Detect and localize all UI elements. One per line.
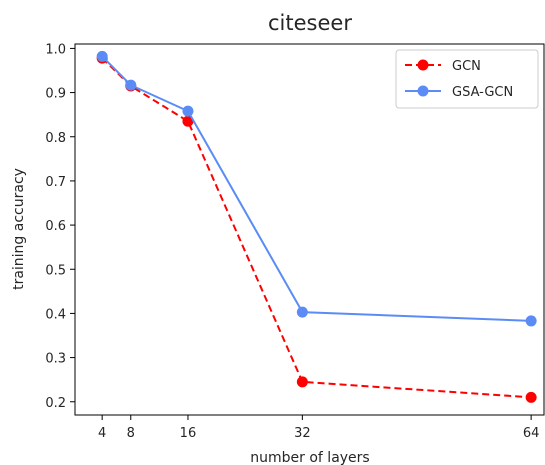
series-point-0 [525, 391, 537, 403]
y-axis-label: training accuracy [11, 168, 27, 290]
plot-area [74, 43, 545, 416]
legend-label-0: GCN [452, 59, 481, 74]
y-tick-label: 1.0 [45, 42, 66, 57]
series-point-1 [125, 79, 137, 91]
y-tick-label: 0.7 [45, 175, 66, 190]
x-tick-label: 4 [98, 426, 106, 441]
series-point-0 [182, 115, 194, 127]
legend-marker-0 [417, 59, 429, 71]
x-tick-label: 64 [523, 426, 540, 441]
y-tick-label: 0.4 [45, 307, 66, 322]
y-tick-label: 0.6 [45, 219, 66, 234]
series-layer [96, 50, 537, 403]
x-tick-label: 32 [294, 426, 311, 441]
series-point-1 [96, 50, 108, 62]
legend: GCN GSA-GCN [395, 49, 539, 109]
series-line-0 [101, 57, 532, 399]
x-axis: 4 8 16 32 64 [98, 415, 539, 441]
x-tick-label: 16 [180, 426, 197, 441]
series-point-1 [296, 306, 308, 318]
series-point-1 [182, 105, 194, 117]
y-axis: 0.2 0.3 0.4 0.5 0.6 0.7 0.8 0.9 1.0 [45, 42, 75, 411]
legend-marker-1 [417, 85, 429, 97]
y-tick-label: 0.5 [45, 263, 66, 278]
y-tick-label: 0.2 [45, 396, 66, 411]
legend-label-1: GSA-GCN [452, 85, 513, 100]
y-tick-label: 0.8 [45, 131, 66, 146]
y-tick-label: 0.3 [45, 352, 66, 367]
x-axis-label: number of layers [250, 450, 369, 465]
series-point-0 [296, 376, 308, 388]
series-point-1 [525, 315, 537, 327]
chart-title: citeseer [268, 11, 352, 35]
y-tick-label: 0.9 [45, 87, 66, 102]
x-tick-label: 8 [127, 426, 135, 441]
